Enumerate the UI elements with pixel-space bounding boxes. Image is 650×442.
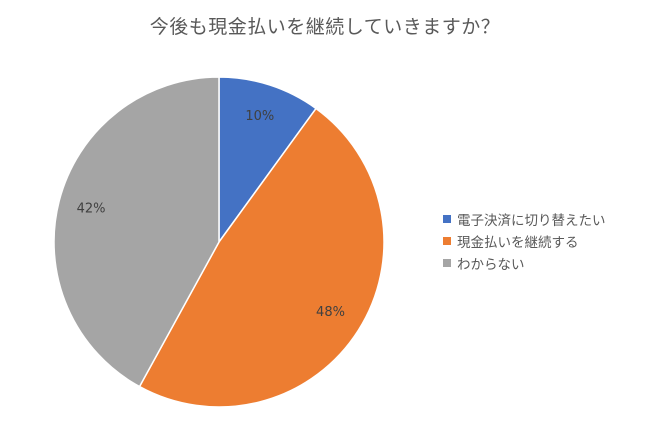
- data-label-unknown: 42%: [77, 202, 106, 217]
- data-label-continue-cash: 48%: [316, 305, 345, 320]
- pie-slice-continue-cash: [138, 107, 385, 408]
- legend-label-unknown: わからない: [457, 257, 525, 273]
- legend-entry-unknown: わからない: [443, 252, 606, 274]
- legend-entry-e-payment: 電子決済に切り替えたい: [443, 208, 606, 230]
- legend-swatch-unknown: [443, 259, 451, 267]
- pie-slice-e-payment: [218, 76, 318, 245]
- chart-title: 今後も現金払いを継続していきますか？: [149, 16, 501, 38]
- pie-slice-unknown: [53, 76, 220, 388]
- data-label-e-payment: 10%: [245, 109, 274, 124]
- legend-swatch-e-payment: [443, 215, 451, 223]
- legend-label-continue-cash: 現金払いを継続する: [457, 235, 579, 251]
- legend-label-e-payment: 電子決済に切り替えたい: [457, 213, 606, 229]
- legend-entry-continue-cash: 現金払いを継続する: [443, 230, 606, 252]
- legend-swatch-continue-cash: [443, 237, 451, 245]
- chart-legend: 電子決済に切り替えたい 現金払いを継続する わからない: [443, 208, 606, 274]
